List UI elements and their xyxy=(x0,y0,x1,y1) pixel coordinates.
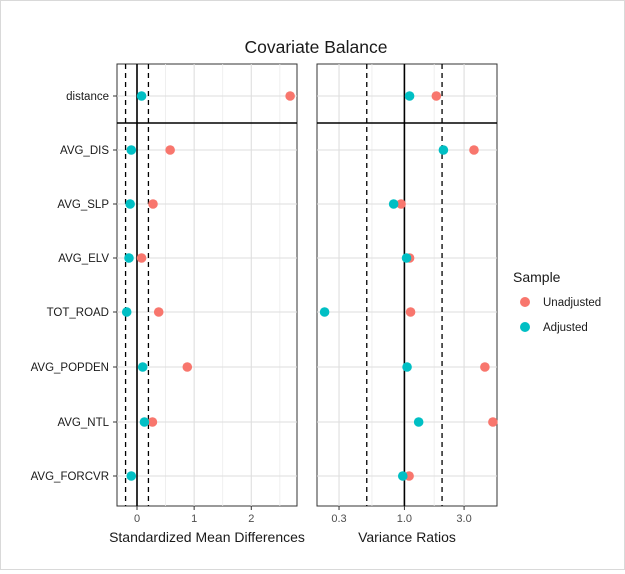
point-adjusted-tot_road xyxy=(319,307,330,317)
point-adjusted-avg_dis xyxy=(438,145,449,155)
point-adjusted-avg_slp xyxy=(388,199,399,209)
point-adjusted-avg_elv xyxy=(124,253,134,263)
point-unadjusted-avg_slp xyxy=(148,199,158,209)
panel-border xyxy=(316,63,498,507)
point-adjusted-tot_road xyxy=(121,307,132,317)
smd-panel: 0 1 2 xyxy=(116,63,298,525)
x-tick-label: 3.0 xyxy=(456,513,471,525)
point-unadjusted-avg_slp xyxy=(396,199,406,209)
point-unadjusted-avg_elv xyxy=(136,253,147,263)
legend-key-adjusted xyxy=(520,322,530,332)
point-unadjusted-avg_dis xyxy=(165,145,175,155)
point-adjusted-avg_popden xyxy=(137,362,148,372)
y-tick-label: AVG_SLP xyxy=(57,199,109,211)
point-adjusted-avg_ntl xyxy=(139,417,150,427)
x-tick-label: 0 xyxy=(134,513,140,525)
chart-title: Covariate Balance xyxy=(245,37,388,57)
point-unadjusted-distance xyxy=(431,91,442,101)
y-tick-label: distance xyxy=(66,91,109,103)
point-unadjusted-avg_ntl xyxy=(147,417,158,427)
y-tick-label: AVG_FORCVR xyxy=(31,471,109,483)
legend-key-unadjusted xyxy=(520,297,530,307)
panel-border xyxy=(116,63,298,507)
point-unadjusted-avg_ntl xyxy=(488,417,498,427)
y-tick-label: AVG_NTL xyxy=(57,417,109,429)
point-unadjusted-distance xyxy=(285,91,295,101)
point-adjusted-avg_popden xyxy=(402,362,412,372)
point-unadjusted-avg_popden xyxy=(480,362,490,372)
y-tick-label: AVG_DIS xyxy=(60,145,109,157)
legend-title: Sample xyxy=(513,269,561,285)
point-unadjusted-tot_road xyxy=(153,307,164,317)
point-adjusted-avg_elv xyxy=(401,253,412,263)
point-unadjusted-avg_popden xyxy=(182,362,193,372)
point-unadjusted-tot_road xyxy=(405,307,416,317)
x-axis-label-variance-ratio: Variance Ratios xyxy=(358,529,456,545)
legend-label-unadjusted: Unadjusted xyxy=(543,297,601,309)
point-adjusted-distance xyxy=(136,91,147,101)
y-tick-label: TOT_ROAD xyxy=(47,307,109,319)
point-adjusted-avg_slp xyxy=(125,199,135,209)
variance-ratio-panel: 0.3 1.0 3.0 xyxy=(316,63,498,525)
x-tick-label: 1 xyxy=(191,513,197,525)
x-axis-label-smd: Standardized Mean Differences xyxy=(109,529,305,545)
point-adjusted-avg_dis xyxy=(126,145,137,155)
x-tick-label: 1.0 xyxy=(397,513,412,525)
y-tick-label: AVG_ELV xyxy=(58,253,109,265)
x-tick-label: 2 xyxy=(248,513,254,525)
point-adjusted-avg_forcvr xyxy=(397,471,408,481)
point-adjusted-distance xyxy=(404,91,415,101)
point-adjusted-avg_forcvr xyxy=(126,471,137,481)
legend-label-adjusted: Adjusted xyxy=(543,322,588,334)
point-adjusted-avg_ntl xyxy=(413,417,424,427)
legend: Sample Unadjusted Adjusted xyxy=(513,269,601,334)
point-unadjusted-avg_dis xyxy=(469,145,479,155)
y-tick-label: AVG_POPDEN xyxy=(31,362,109,374)
covariate-axis-labels: distance AVG_DIS AVG_SLP AVG_ELV TOT_ROAD AVG… xyxy=(31,91,117,483)
x-tick-label: 0.3 xyxy=(331,513,346,525)
